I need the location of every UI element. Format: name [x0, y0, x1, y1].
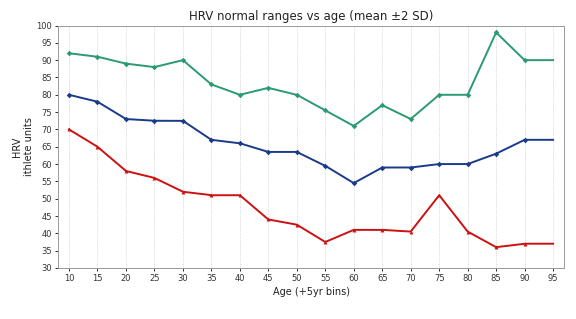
Point	[463, 229, 472, 234]
Point	[520, 137, 529, 142]
Point	[378, 103, 387, 108]
Point	[65, 51, 74, 56]
Point	[65, 92, 74, 97]
Title: HRV normal ranges vs age (mean ±2 SD): HRV normal ranges vs age (mean ±2 SD)	[189, 10, 433, 23]
Point	[463, 92, 472, 97]
Point	[292, 149, 301, 154]
Y-axis label: HRV
ithlete units: HRV ithlete units	[12, 117, 33, 176]
Point	[93, 99, 102, 104]
Point	[264, 217, 273, 222]
Point	[292, 92, 301, 97]
Point	[349, 123, 358, 129]
Point	[434, 161, 444, 167]
Point	[179, 58, 188, 63]
Point	[207, 137, 216, 142]
Point	[235, 92, 244, 97]
Point	[264, 149, 273, 154]
X-axis label: Age (+5yr bins): Age (+5yr bins)	[272, 287, 350, 297]
Point	[264, 85, 273, 90]
Point	[93, 144, 102, 149]
Point	[207, 82, 216, 87]
Point	[463, 161, 472, 167]
Point	[406, 165, 415, 170]
Point	[491, 151, 501, 156]
Point	[65, 127, 74, 132]
Point	[349, 227, 358, 233]
Point	[406, 229, 415, 234]
Point	[378, 227, 387, 233]
Point	[150, 118, 159, 123]
Point	[179, 189, 188, 194]
Point	[349, 181, 358, 186]
Point	[434, 193, 444, 198]
Point	[434, 92, 444, 97]
Point	[491, 30, 501, 35]
Point	[491, 245, 501, 250]
Point	[378, 165, 387, 170]
Point	[150, 64, 159, 70]
Point	[235, 141, 244, 146]
Point	[235, 193, 244, 198]
Point	[122, 168, 131, 174]
Point	[520, 58, 529, 63]
Point	[150, 175, 159, 181]
Point	[406, 116, 415, 122]
Point	[93, 54, 102, 59]
Point	[520, 241, 529, 246]
Point	[321, 108, 330, 113]
Point	[179, 118, 188, 123]
Point	[292, 222, 301, 227]
Point	[321, 240, 330, 245]
Point	[122, 61, 131, 66]
Point	[207, 193, 216, 198]
Point	[122, 116, 131, 122]
Point	[321, 163, 330, 168]
